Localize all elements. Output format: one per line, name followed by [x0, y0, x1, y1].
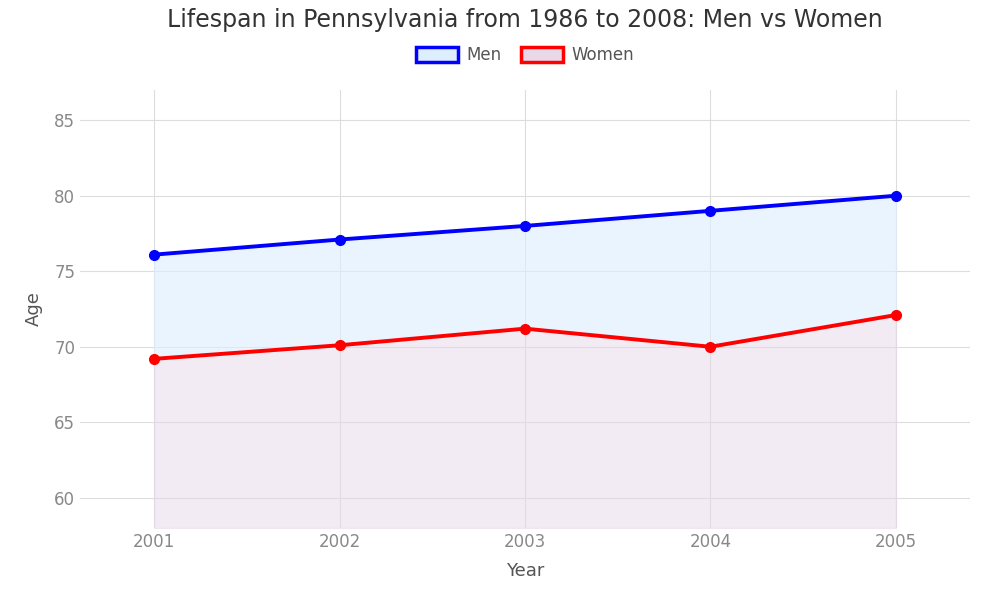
Title: Lifespan in Pennsylvania from 1986 to 2008: Men vs Women: Lifespan in Pennsylvania from 1986 to 20… — [167, 8, 883, 32]
Legend: Men, Women: Men, Women — [416, 46, 634, 64]
Y-axis label: Age: Age — [25, 292, 43, 326]
X-axis label: Year: Year — [506, 562, 544, 580]
